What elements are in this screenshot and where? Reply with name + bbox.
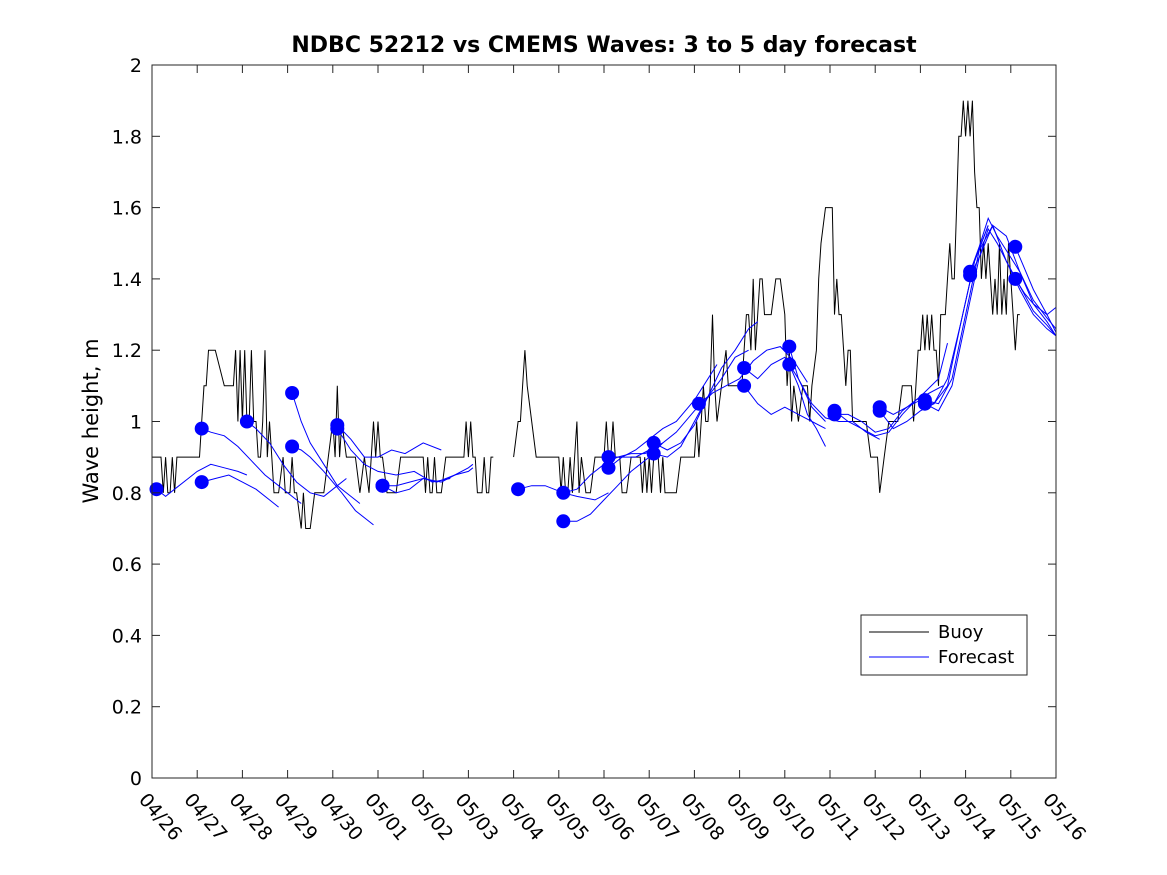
x-tick-label: 04/27 — [179, 789, 231, 845]
forecast-line — [246, 421, 347, 497]
forecast-marker — [1008, 239, 1023, 254]
x-tick-label: 04/26 — [134, 789, 186, 845]
y-axis-ticks: 0 0.2 0.4 0.6 0.8 1 1.2 1.4 1.6 1.8 2 — [112, 55, 1056, 790]
forecast-line — [291, 446, 374, 526]
x-tick-label: 05/06 — [586, 789, 638, 845]
forecast-marker — [239, 414, 254, 429]
forecast-marker — [194, 421, 209, 436]
forecast-line — [743, 356, 826, 422]
forecast-line — [834, 342, 948, 433]
y-tick-label: 2 — [130, 55, 142, 77]
forecast-marker — [330, 421, 345, 436]
y-tick-label: 1.6 — [112, 198, 142, 220]
forecast-marker — [556, 514, 571, 529]
x-tick-label: 05/04 — [496, 789, 548, 845]
forecast-marker — [827, 407, 842, 422]
x-tick-label: 05/02 — [405, 789, 457, 845]
forecast-marker — [285, 386, 300, 400]
x-tick-label: 05/12 — [857, 789, 909, 845]
forecast-line — [969, 227, 1057, 337]
forecast-marker — [285, 439, 300, 454]
x-tick-label: 05/10 — [767, 789, 819, 845]
chart-title: NDBC 52212 vs CMEMS Waves: 3 to 5 day fo… — [291, 33, 917, 58]
forecast-marker — [646, 446, 661, 461]
forecast-marker — [1008, 271, 1023, 286]
x-tick-label: 04/28 — [225, 789, 277, 845]
y-tick-label: 0.2 — [112, 697, 142, 719]
x-tick-label: 05/15 — [993, 789, 1045, 845]
forecast-line — [1014, 278, 1057, 337]
x-tick-label: 05/01 — [360, 789, 412, 845]
x-tick-label: 05/05 — [541, 789, 593, 845]
y-tick-label: 1 — [130, 412, 142, 434]
forecast-line — [156, 463, 248, 498]
forecast-marker — [917, 396, 932, 411]
forecast-line — [788, 364, 826, 447]
forecast-line — [969, 216, 1057, 330]
x-tick-label: 05/09 — [722, 789, 774, 845]
x-tick-label: 05/07 — [631, 789, 683, 845]
y-tick-label: 0 — [130, 768, 142, 790]
forecast-line — [698, 346, 808, 405]
forecast-marker — [556, 485, 571, 500]
forecast-marker — [194, 475, 209, 490]
legend-buoy-label: Buoy — [938, 622, 984, 643]
legend-forecast-label: Forecast — [938, 647, 1014, 668]
x-tick-label: 05/13 — [903, 789, 955, 845]
forecast-marker — [737, 378, 752, 393]
forecast-marker — [375, 478, 390, 493]
y-axis-label: Wave height, m — [79, 338, 103, 503]
x-tick-label: 05/14 — [948, 789, 1000, 845]
forecast-marker — [646, 435, 661, 450]
y-tick-label: 0.8 — [112, 483, 142, 505]
forecast-line — [608, 364, 718, 458]
forecast-marker — [511, 482, 526, 497]
y-tick-label: 0.4 — [112, 625, 142, 647]
forecast-marker — [737, 361, 752, 375]
y-tick-label: 1.4 — [112, 269, 142, 291]
forecast-marker — [872, 403, 887, 418]
x-tick-label: 05/03 — [451, 789, 503, 845]
forecast-marker — [963, 268, 978, 283]
forecast-marker — [691, 396, 706, 411]
forecast-line — [201, 474, 279, 508]
x-tick-label: 05/08 — [677, 789, 729, 845]
forecast-line — [563, 442, 664, 522]
forecast-marker — [601, 450, 616, 465]
x-tick-label: 05/11 — [812, 789, 864, 845]
x-tick-label: 04/29 — [270, 789, 322, 845]
y-tick-label: 1.8 — [112, 126, 142, 148]
forecast-line — [924, 224, 1057, 412]
forecast-marker — [782, 357, 797, 372]
x-tick-label: 04/30 — [315, 789, 367, 845]
forecast-series — [156, 216, 1057, 526]
y-tick-label: 1.2 — [112, 340, 142, 362]
forecast-line — [382, 467, 474, 494]
forecast-markers — [149, 239, 1023, 529]
forecast-marker — [782, 339, 797, 354]
forecast-line — [336, 424, 442, 458]
forecast-line — [291, 392, 361, 504]
forecast-line — [1014, 246, 1057, 333]
forecast-marker — [601, 460, 616, 475]
legend: Buoy Forecast — [860, 614, 1028, 676]
x-tick-label: 05/16 — [1038, 789, 1090, 845]
legend-box — [860, 614, 1028, 676]
y-tick-label: 0.6 — [112, 554, 142, 576]
forecast-line — [201, 428, 302, 504]
